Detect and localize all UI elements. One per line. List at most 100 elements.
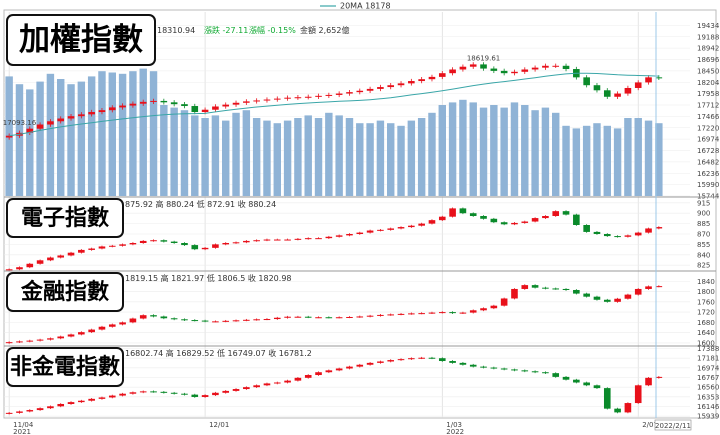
candle-body [170, 241, 178, 243]
price-annotation: 18619.61 [467, 55, 500, 63]
candle-body [98, 246, 106, 249]
volume-bar [149, 71, 158, 196]
volume-bar [500, 107, 508, 196]
header-price: 18310.94 [157, 26, 195, 35]
candle-body [201, 247, 209, 250]
volume-bar [469, 102, 477, 196]
volume-bar [263, 120, 271, 196]
index-label: 非金電指數 [6, 347, 124, 387]
candle-body [542, 65, 549, 68]
candle-body [521, 370, 529, 372]
candle-body [408, 358, 415, 360]
candle-body [67, 402, 75, 404]
candle-body [57, 403, 65, 407]
candle-body [325, 94, 333, 96]
y-tick-label: 16482 [697, 158, 719, 166]
candle-body [26, 263, 34, 268]
candle-body [232, 102, 240, 105]
candle-body [366, 315, 374, 317]
volume-bar [417, 118, 426, 196]
candle-body [490, 68, 498, 71]
x-tick-year: 2022 [446, 428, 464, 435]
candle-body [315, 238, 322, 240]
x-tick-label: 2/07 [642, 421, 658, 429]
candle-body [284, 316, 291, 318]
volume-bar [15, 84, 24, 196]
candle-body [511, 288, 518, 299]
candle-body [500, 298, 508, 306]
volume-bar [129, 71, 137, 196]
candle-body [645, 286, 652, 289]
candle-body [500, 70, 508, 74]
y-tick-label: 1680 [697, 319, 715, 327]
candle-body [129, 243, 137, 245]
candle-body [119, 105, 126, 108]
y-tick-label: 16146 [697, 403, 720, 411]
y-tick-label: 870 [697, 231, 710, 239]
candle-body [315, 372, 322, 376]
candle-body [150, 315, 157, 317]
candle-body [573, 289, 580, 294]
candle-body [531, 371, 539, 373]
volume-bar [26, 89, 34, 196]
y-tick-label: 885 [697, 220, 710, 228]
candle-body [222, 243, 230, 245]
volume-bar [479, 107, 488, 196]
y-tick-label: 19188 [697, 33, 719, 41]
candle-body [624, 235, 632, 237]
candle-body [108, 324, 116, 327]
volume-bar [634, 118, 642, 196]
index-label: 電子指數 [6, 198, 124, 238]
candle-body [531, 218, 539, 222]
volume-bar [232, 112, 240, 196]
y-tick-label: 16728 [697, 147, 719, 155]
candle-body [603, 388, 611, 409]
candle-body [243, 240, 250, 243]
candle-body [356, 232, 364, 234]
candle-body [449, 361, 456, 363]
candle-body [542, 287, 549, 289]
candle-body [253, 240, 260, 242]
candle-body [88, 329, 95, 333]
y-tick-label: 840 [697, 251, 710, 259]
volume-bar [191, 115, 199, 196]
candle-body [67, 116, 75, 119]
candle-body [67, 334, 75, 337]
candle-body [511, 369, 518, 371]
candle-body [655, 286, 663, 288]
volume-bar [655, 123, 663, 196]
candle-body [542, 216, 549, 219]
candle-body [490, 367, 498, 369]
candle-body [273, 239, 281, 241]
volume-bar [77, 81, 86, 196]
volume-bar [180, 110, 189, 196]
candle-body [181, 319, 188, 321]
candle-body [428, 357, 436, 359]
candle-body [150, 240, 157, 242]
y-tick-label: 16353 [697, 393, 719, 401]
candle-body [284, 239, 291, 241]
volume-bar [242, 110, 251, 196]
candle-body [36, 260, 44, 264]
candle-body [36, 124, 44, 129]
candle-body [366, 88, 374, 91]
candle-body [655, 227, 663, 229]
volume-bar [335, 115, 343, 196]
candle-body [5, 269, 13, 271]
candle-body [377, 87, 384, 89]
cursor-date-box [654, 419, 692, 431]
candle-body [294, 97, 302, 99]
candle-body [98, 326, 106, 330]
volume-bar [387, 123, 395, 196]
volume-bar [201, 118, 209, 196]
y-tick-label: 17181 [697, 355, 719, 363]
candle-body [263, 99, 271, 101]
candle-body [294, 316, 302, 318]
candle-body [98, 110, 106, 113]
volume-bar [376, 120, 385, 196]
candle-body [212, 106, 219, 110]
candle-body [521, 285, 529, 289]
volume-bar [593, 123, 601, 196]
y-tick-label: 825 [697, 262, 710, 270]
y-tick-label: 17388 [697, 345, 719, 353]
